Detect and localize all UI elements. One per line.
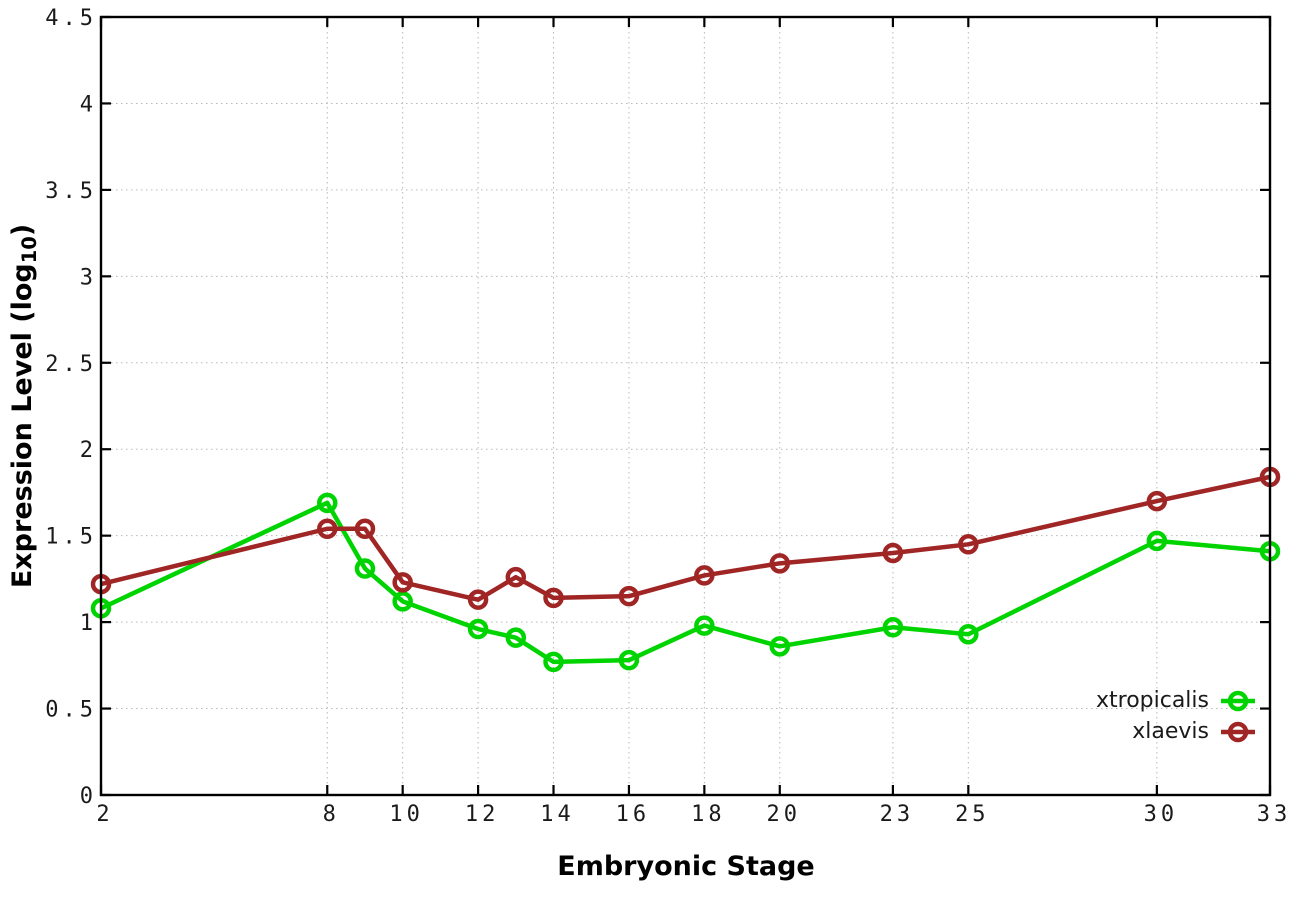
x-tick-label: 16 [616, 802, 651, 827]
legend-label: xlaevis [1132, 718, 1209, 744]
x-tick-label: 20 [767, 802, 802, 827]
legend-label: xtropicalis [1095, 687, 1209, 713]
data-point-marker [505, 627, 527, 648]
y-tick-label: 2 [80, 438, 97, 463]
legend-marker-icon [1220, 719, 1256, 745]
legend-circle-marker [1227, 690, 1249, 711]
x-tick-label: 30 [1144, 802, 1179, 827]
y-tick-label: 0.5 [45, 698, 97, 723]
data-point-marker [958, 623, 979, 645]
data-point-marker [543, 651, 564, 673]
data-point-marker [882, 542, 904, 564]
series-line [100, 474, 1271, 602]
data-point-marker [618, 585, 640, 607]
data-point-marker [618, 649, 640, 671]
y-tick-label: 0 [80, 784, 97, 809]
y-axis-title-subscript: 10 [17, 236, 41, 264]
data-point-marker [882, 617, 904, 638]
legend-item-xlaevis: xlaevis [1096, 716, 1256, 747]
data-point-marker [317, 492, 338, 514]
data-point-marker [1146, 530, 1168, 552]
legend-marker-icon [1220, 688, 1256, 714]
x-tick-label: 2 [96, 802, 113, 827]
data-point-marker [694, 565, 715, 586]
series-xlaevis [90, 466, 1281, 610]
tick-labels: 2 8 10 12 14 16 18 20 23 25 30 33 0 0.5 1 1.5 2 2.5 3 3.5 4 4… [45, 6, 1292, 827]
legend-circle-marker [1227, 721, 1249, 742]
data-point-marker [392, 591, 413, 612]
data-point-marker [1146, 490, 1168, 512]
data-point-marker [317, 518, 338, 540]
data-point-marker [958, 534, 979, 555]
y-tick-label: 4 [80, 92, 97, 117]
data-point-marker [694, 615, 715, 636]
y-tick-label: 1 [80, 611, 97, 636]
x-tick-label: 12 [465, 802, 500, 827]
y-tick-label: 2.5 [45, 352, 97, 377]
y-tick-label: 3 [80, 265, 97, 290]
data-point-marker [467, 618, 489, 640]
data-point-marker [769, 636, 791, 657]
y-axis-title-close: ) [7, 223, 39, 237]
series-xtropicalis [90, 492, 1281, 673]
data-series [90, 466, 1281, 673]
y-axis-title-main: Expression Level (log [7, 263, 39, 589]
legend: xtropicalis xlaevis [1096, 685, 1256, 747]
y-tick-label: 4.5 [45, 6, 97, 31]
y-axis-title: Expression Level (log10) [7, 224, 41, 588]
x-axis-title-text: Embryonic Stage [557, 851, 815, 882]
x-tick-label: 23 [880, 802, 915, 827]
data-point-marker [354, 518, 376, 540]
data-point-marker [543, 587, 564, 609]
x-tick-label: 14 [540, 802, 575, 827]
data-point-marker [505, 566, 527, 588]
data-point-marker [467, 589, 489, 610]
data-point-marker [392, 572, 413, 593]
data-point-marker [769, 553, 791, 574]
x-tick-label: 25 [955, 802, 990, 827]
plot-border [99, 15, 1272, 797]
y-tick-label: 3.5 [45, 179, 97, 204]
axis-ticks [99, 15, 1272, 797]
x-axis-title: Embryonic Stage [557, 851, 814, 882]
gridlines [101, 17, 1270, 795]
x-tick-label: 10 [389, 802, 424, 827]
x-tick-label: 18 [691, 802, 726, 827]
x-tick-label: 8 [323, 802, 340, 827]
data-point-marker [354, 558, 376, 579]
legend-item-xtropicalis: xtropicalis [1096, 685, 1256, 716]
x-tick-label: 33 [1257, 802, 1292, 827]
y-tick-label: 1.5 [45, 525, 97, 550]
